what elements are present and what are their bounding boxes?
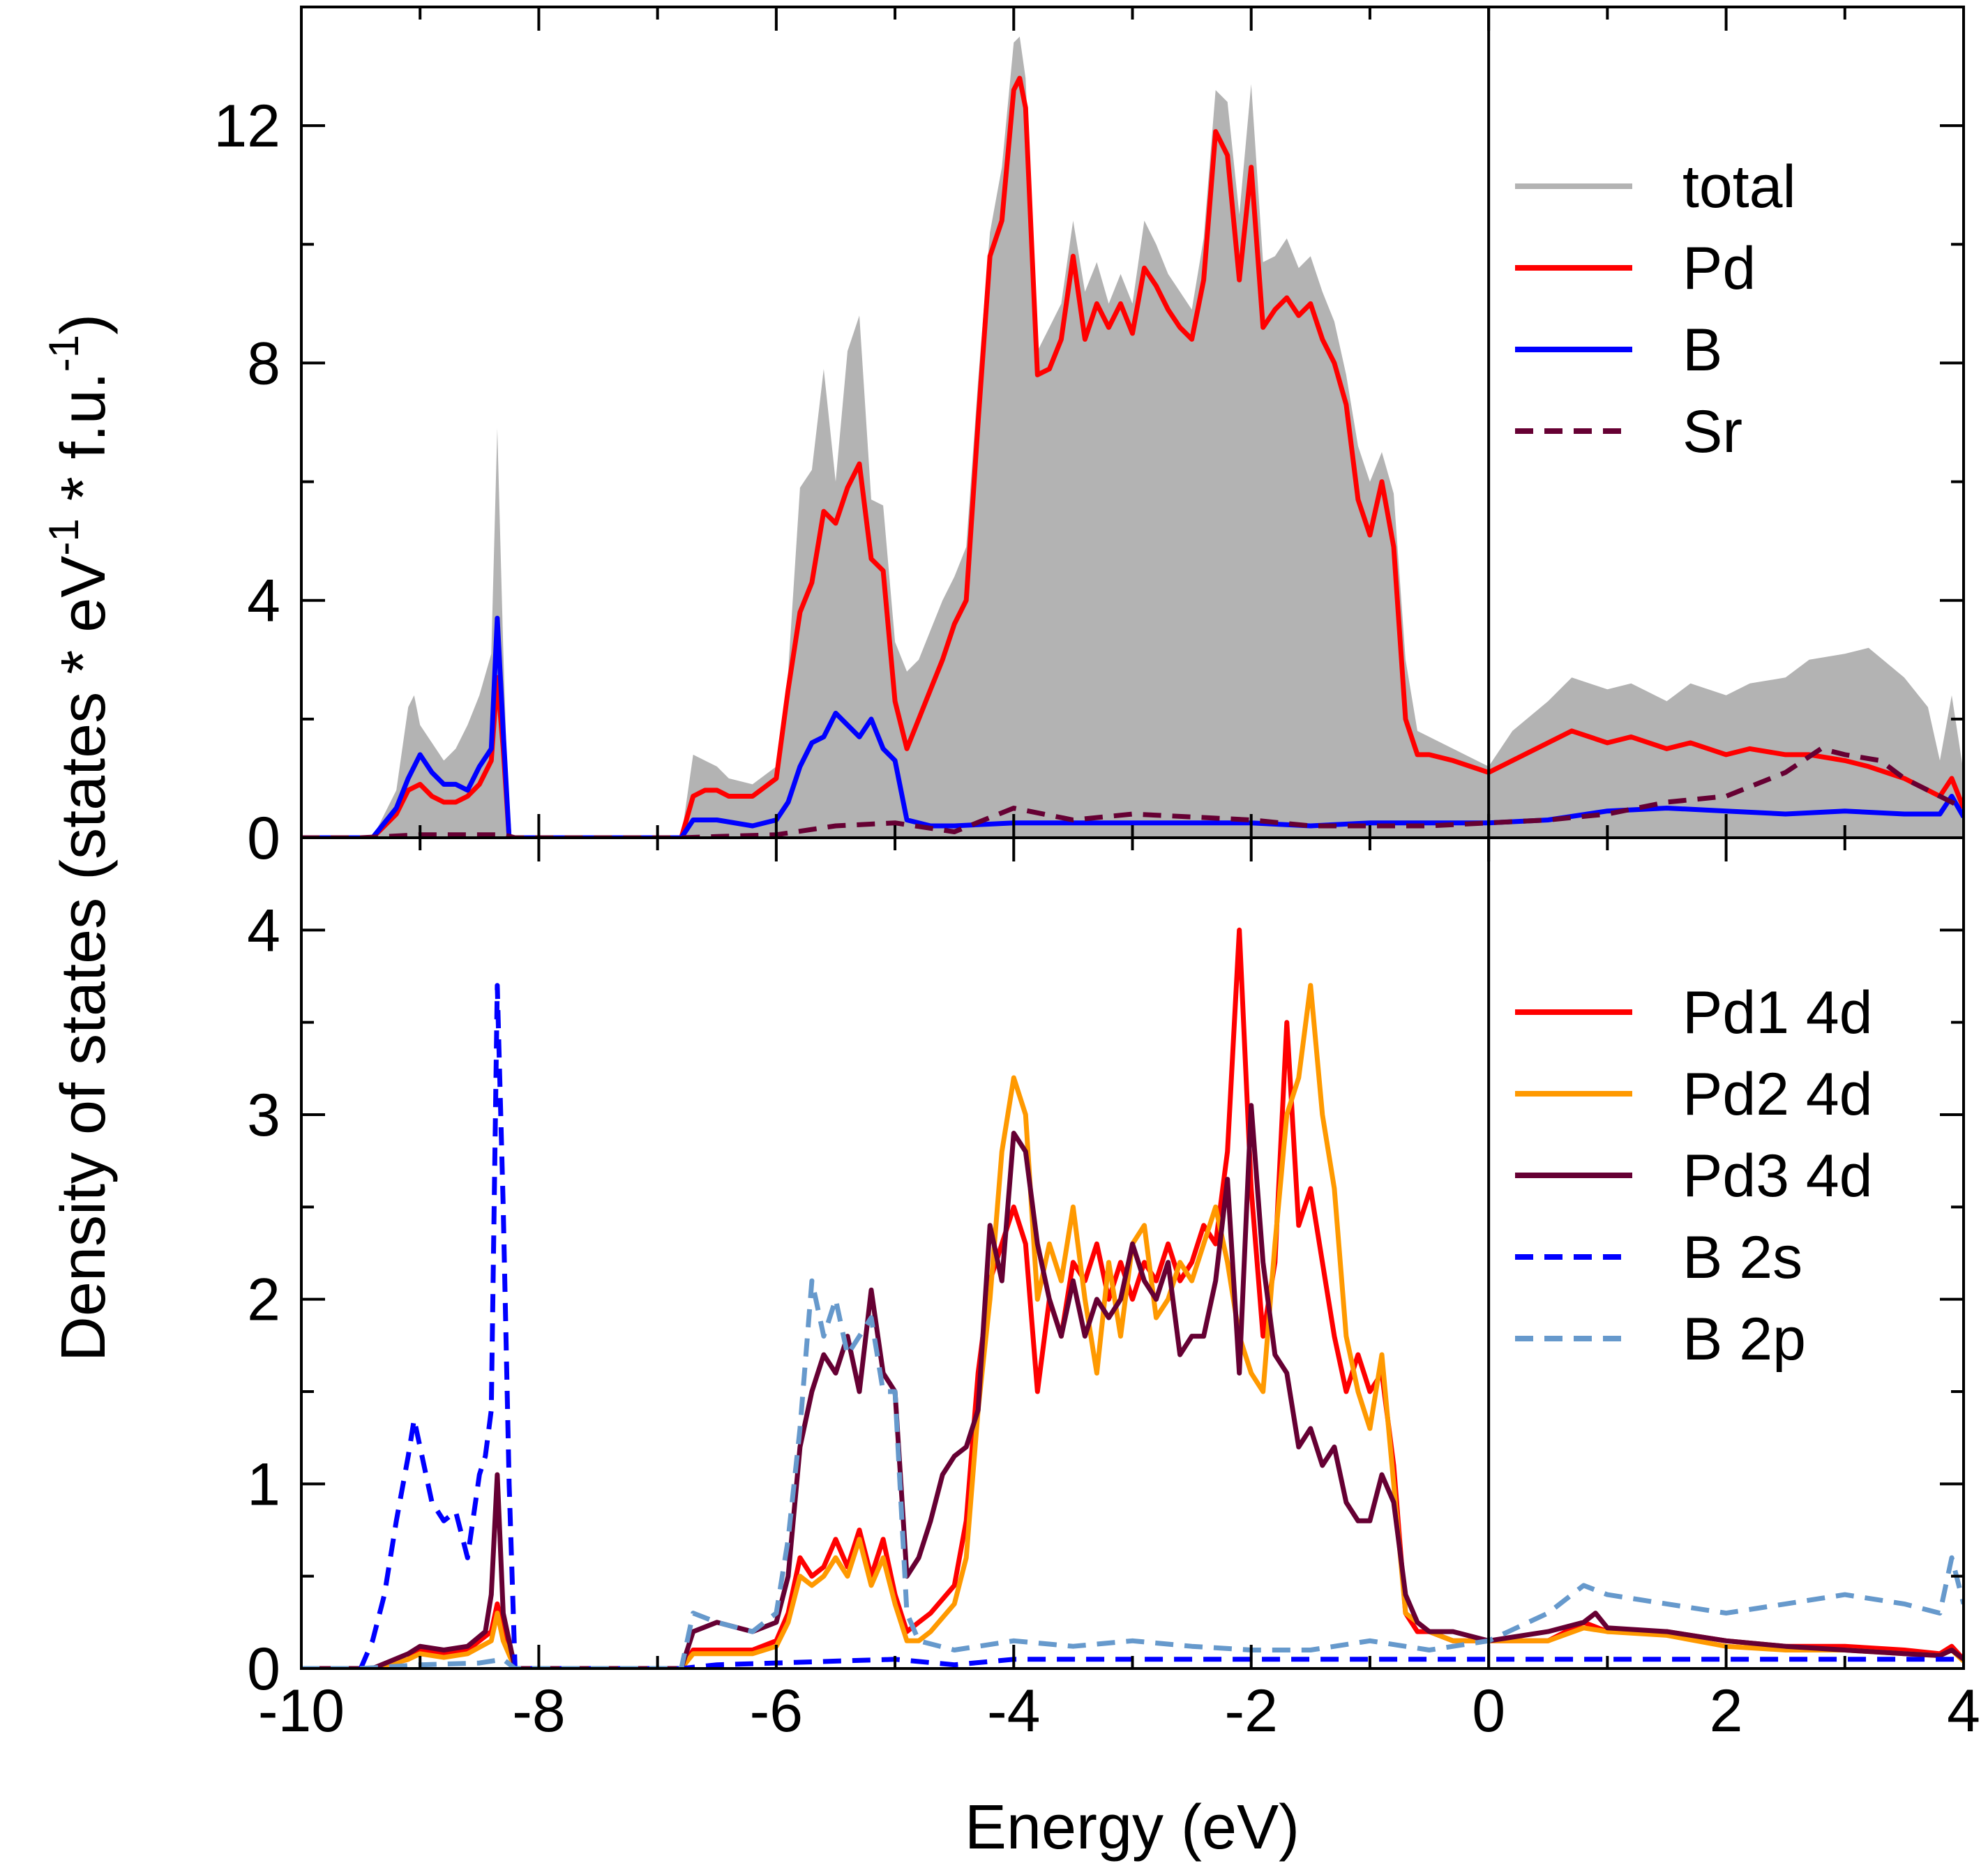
x-axis-title: Energy (eV) [965,1793,1300,1862]
series-sr-line [301,746,1964,838]
x-tick-label: 0 [1472,1678,1505,1745]
top-panel-axes: 0 4 8 12 [213,7,1965,872]
bottom-panel-data [301,927,1964,1669]
legend-label-pd: Pd [1682,235,1756,302]
x-tick-label: -6 [750,1678,803,1745]
top-y-tick-label: 4 [247,568,280,635]
y-axis-title-mid: * f.u. [49,372,119,518]
legend-label-b: B [1682,317,1722,384]
x-tick-label: 4 [1947,1678,1980,1745]
x-tick-label: 2 [1710,1678,1743,1745]
bottom-y-tick-label: 2 [247,1267,280,1334]
bottom-y-tick-label: 3 [247,1082,280,1149]
series-b-2s-line [301,983,1964,1669]
top-y-tick-label: 0 [247,805,280,872]
y-axis-title: Density of states (states * eV-1 * f.u.-… [40,314,119,1362]
x-tick-label: -4 [987,1678,1040,1745]
x-tick-label: -8 [512,1678,565,1745]
series-b-2p-line [301,1278,1964,1669]
bottom-panel: 0 1 2 3 4 Pd1 4d Pd2 4d Pd3 4d B 2s B 2p [247,838,1965,1703]
top-panel: 0 4 8 12 total Pd B Sr [213,7,1965,872]
bottom-y-tick-label: 0 [247,1636,280,1703]
series-pd1-4d-line [301,927,1964,1669]
top-y-tick-label: 12 [213,93,280,160]
legend-label-b-2p: B 2p [1682,1306,1806,1373]
bottom-panel-frame [300,836,1965,1670]
legend-label-sr: Sr [1682,398,1742,465]
y-axis-title-sup2: -1 [40,335,87,372]
series-b-line [301,615,1964,838]
bottom-y-tick-label: 1 [247,1451,280,1518]
bottom-panel-axes: 0 1 2 3 4 [247,838,1965,1703]
legend-label-b-2s: B 2s [1682,1224,1802,1291]
series-total-area [301,36,1964,838]
x-tick-label: -10 [258,1678,345,1745]
series-pd-line [301,75,1964,838]
y-axis-title-main: Density of states (states * eV [49,556,119,1362]
legend-label-total: total [1682,153,1796,220]
y-axis-title-end: ) [49,314,119,335]
legend-label-pd3-4d: Pd3 4d [1682,1143,1873,1210]
top-panel-legend: total Pd B Sr [1515,153,1796,465]
x-tick-label: -2 [1224,1678,1277,1745]
top-y-tick-label: 8 [247,330,280,397]
legend-label-pd2-4d: Pd2 4d [1682,1061,1873,1128]
x-tick-labels: -10 -8 -6 -4 -2 0 2 4 [258,1678,1980,1745]
top-panel-data [301,36,1964,838]
bottom-y-tick-label: 4 [247,897,280,964]
legend-label-pd1-4d: Pd1 4d [1682,979,1873,1046]
bottom-panel-legend: Pd1 4d Pd2 4d Pd3 4d B 2s B 2p [1515,979,1873,1373]
y-axis-title-sup1: -1 [40,518,87,555]
